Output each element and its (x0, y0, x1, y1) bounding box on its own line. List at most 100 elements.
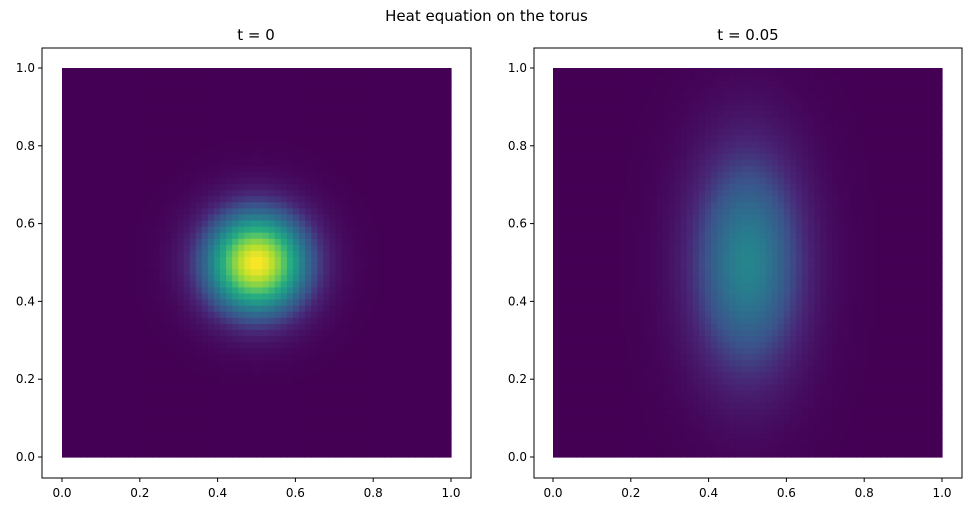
heatmap-cell (250, 305, 258, 312)
heatmap-cell (613, 219, 621, 227)
heatmap-cell (213, 414, 221, 422)
heatmap-cell (110, 262, 118, 270)
heatmap-cell (74, 68, 81, 75)
heatmap-cell (553, 128, 560, 136)
heatmap-cell (262, 159, 270, 166)
heatmap-cell (213, 365, 221, 373)
heatmap-cell (147, 74, 154, 81)
heatmap-cell (262, 183, 270, 191)
heatmap-cell (359, 414, 367, 422)
heatmap-cell (365, 177, 373, 185)
heatmap-cell (122, 402, 130, 409)
heatmap-cell (390, 134, 397, 142)
heatmap-cell (183, 262, 191, 270)
heatmap-cell (378, 177, 385, 185)
heatmap-cell (207, 402, 215, 409)
heatmap-cell (619, 384, 627, 391)
heatmap-cell (134, 371, 142, 379)
heatmap-cell (122, 377, 130, 385)
heatmap-cell (625, 74, 633, 81)
heatmap-cell (299, 250, 306, 258)
heatmap-cell (98, 207, 106, 215)
heatmap-cell (159, 219, 166, 227)
heatmap-cell (426, 153, 434, 160)
heatmap-cell (565, 104, 572, 112)
heatmap-cell (238, 390, 245, 397)
heatmap-cell (365, 420, 373, 428)
heatmap-cell (292, 134, 300, 142)
heatmap-cell (250, 274, 258, 282)
heatmap-cell (134, 80, 142, 87)
heatmap-cell (583, 207, 591, 215)
heatmap-cell (280, 147, 288, 154)
heatmap-cell (589, 128, 597, 136)
heatmap-cell (147, 226, 154, 233)
heatmap-cell (207, 262, 215, 270)
heatmap-cell (619, 232, 627, 239)
heatmap-cell (238, 426, 245, 434)
heatmap-cell (299, 402, 306, 409)
heatmap-cell (378, 444, 385, 452)
heatmap-cell (171, 377, 179, 385)
heatmap-cell (207, 80, 215, 87)
heatmap-cell (147, 134, 154, 142)
heatmap-cell (177, 250, 185, 258)
heatmap-cell (110, 377, 118, 385)
heatmap-cell (122, 450, 130, 458)
heatmap-cell (128, 153, 136, 160)
heatmap-cell (565, 268, 572, 276)
heatmap-cell (268, 420, 276, 428)
heatmap-cell (607, 183, 615, 191)
heatmap-cell (68, 147, 75, 154)
heatmap-cell (365, 68, 373, 75)
heatmap-cell (305, 104, 312, 112)
heatmap-cell (274, 371, 282, 379)
heatmap-cell (396, 371, 403, 379)
heatmap-cell (365, 147, 373, 154)
heatmap-cell (122, 92, 130, 99)
heatmap-cell (444, 110, 452, 118)
heatmap-cell (171, 365, 179, 373)
heatmap-cell (141, 414, 148, 422)
heatmap-cell (98, 432, 106, 440)
heatmap-cell (559, 341, 566, 349)
heatmap-cell (359, 183, 367, 191)
heatmap-cell (299, 92, 306, 99)
heatmap-cell (195, 232, 203, 239)
heatmap-cell (183, 98, 191, 106)
heatmap-cell (426, 335, 434, 343)
heatmap-cell (378, 80, 385, 87)
heatmap-cell (384, 153, 391, 160)
heatmap-cell (589, 147, 597, 154)
heatmap-cell (128, 305, 136, 312)
heatmap-cell (256, 159, 264, 166)
heatmap-cell (347, 438, 355, 446)
heatmap-cell (177, 183, 185, 191)
heatmap-cell (232, 238, 239, 245)
heatmap-cell (444, 244, 452, 251)
heatmap-cell (625, 438, 633, 446)
heatmap-cell (128, 165, 136, 172)
heatmap-cell (213, 226, 221, 233)
heatmap-cell (402, 189, 410, 197)
heatmap-cell (147, 402, 154, 409)
heatmap-cell (292, 171, 300, 179)
heatmap-cell (595, 450, 603, 458)
heatmap-cell (226, 74, 233, 81)
heatmap-cell (153, 414, 160, 422)
heatmap-cell (329, 274, 337, 282)
heatmap-cell (226, 311, 233, 318)
heatmap-cell (262, 189, 270, 197)
heatmap-cell (177, 329, 185, 337)
heatmap-cell (244, 128, 252, 136)
heatmap-cell (189, 432, 197, 440)
heatmap-cell (201, 317, 209, 324)
heatmap-cell (171, 159, 179, 166)
heatmap-cell (116, 147, 124, 154)
heatmap-cell (189, 207, 197, 215)
heatmap-cell (74, 305, 81, 312)
heatmap-cell (128, 298, 136, 306)
heatmap-cell (589, 335, 597, 343)
heatmap-cell (329, 122, 337, 130)
heatmap-cell (262, 128, 270, 136)
